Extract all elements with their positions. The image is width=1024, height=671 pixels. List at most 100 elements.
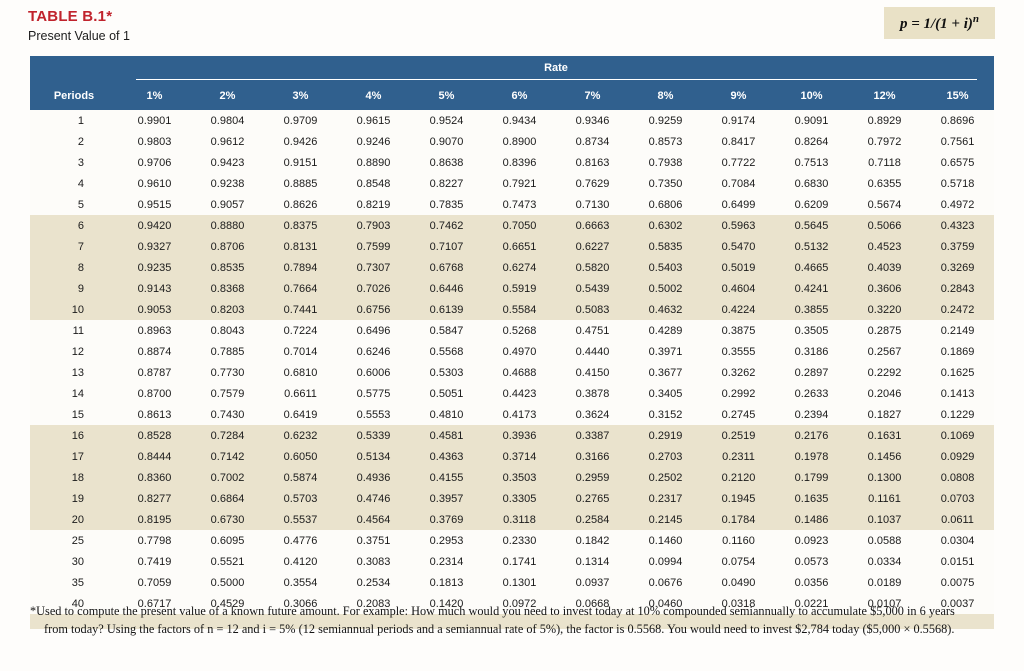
table-row: 19 0.8277 0.6864 0.5703 0.4746 0.3957 0.3305 0.…: [30, 488, 995, 509]
value-cell: 0.8900: [483, 131, 556, 152]
value-cell: 0.6717: [118, 593, 191, 614]
table-row: 10 0.9053 0.8203 0.7441 0.6756 0.6139 0.5584 0.…: [30, 299, 995, 320]
value-cell: 0.8528: [118, 425, 191, 446]
value-cell: 0.7107: [410, 236, 483, 257]
value-cell: 0.6756: [337, 299, 410, 320]
value-cell: 0.7130: [556, 194, 629, 215]
value-cell: 0.2584: [556, 509, 629, 530]
value-cell: 0.7142: [191, 446, 264, 467]
period-cell: 13: [30, 362, 118, 383]
rate-label: Rate: [135, 58, 977, 80]
value-cell: 0.5919: [483, 278, 556, 299]
value-cell: 0.5403: [629, 257, 702, 278]
value-cell: 0.8444: [118, 446, 191, 467]
value-cell: 0.9804: [191, 110, 264, 131]
value-cell: 0.4936: [337, 467, 410, 488]
value-cell: 0.8396: [483, 152, 556, 173]
table-row: 25 0.7798 0.6095 0.4776 0.3751 0.2953 0.2330 0.…: [30, 530, 995, 551]
value-cell: 0.1314: [556, 551, 629, 572]
period-cell: 14: [30, 383, 118, 404]
footnote-line-1: *Used to compute the present value of a …: [30, 604, 955, 618]
rate-column-header: 2%: [191, 81, 264, 110]
value-cell: 0.7903: [337, 215, 410, 236]
value-cell: 0.8219: [337, 194, 410, 215]
value-cell: 0.7002: [191, 467, 264, 488]
value-cell: 0.2843: [921, 278, 995, 299]
value-cell: 0.1069: [921, 425, 995, 446]
value-cell: 0.2919: [629, 425, 702, 446]
table-body: 1 0.9901 0.9804 0.9709 0.9615 0.9524 0.9434 0.9…: [30, 110, 995, 614]
value-cell: 0.7430: [191, 404, 264, 425]
rate-group-row: Rate: [30, 56, 995, 81]
period-cell: 15: [30, 404, 118, 425]
value-cell: 0.0676: [629, 572, 702, 593]
table-title: TABLE B.1*: [28, 8, 113, 25]
value-cell: 0.9246: [337, 131, 410, 152]
value-cell: 0.9524: [410, 110, 483, 131]
value-cell: 0.3269: [921, 257, 995, 278]
period-cell: 35: [30, 572, 118, 593]
value-cell: 0.6575: [921, 152, 995, 173]
value-cell: 0.4323: [921, 215, 995, 236]
value-cell: 0.6139: [410, 299, 483, 320]
period-cell: 2: [30, 131, 118, 152]
period-cell: 1: [30, 110, 118, 131]
value-cell: 0.7722: [702, 152, 775, 173]
value-cell: 0.9151: [264, 152, 337, 173]
value-cell: 0.4039: [848, 257, 921, 278]
value-cell: 0.6830: [775, 173, 848, 194]
value-cell: 0.1625: [921, 362, 995, 383]
value-cell: 0.5718: [921, 173, 995, 194]
value-cell: 0.7629: [556, 173, 629, 194]
value-cell: 0.2534: [337, 572, 410, 593]
table-row: 13 0.8787 0.7730 0.6810 0.6006 0.5303 0.4688 0.…: [30, 362, 995, 383]
value-cell: 0.6810: [264, 362, 337, 383]
value-cell: 0.1420: [410, 593, 483, 614]
value-cell: 0.8548: [337, 173, 410, 194]
value-cell: 0.8880: [191, 215, 264, 236]
period-cell: 4: [30, 173, 118, 194]
period-cell: 11: [30, 320, 118, 341]
value-cell: 0.0107: [848, 593, 921, 614]
value-cell: 0.9238: [191, 173, 264, 194]
table-row: 14 0.8700 0.7579 0.6611 0.5775 0.5051 0.4423 0.…: [30, 383, 995, 404]
value-cell: 0.6806: [629, 194, 702, 215]
value-cell: 0.7026: [337, 278, 410, 299]
value-cell: 0.6050: [264, 446, 337, 467]
period-cell: 8: [30, 257, 118, 278]
value-cell: 0.7224: [264, 320, 337, 341]
value-cell: 0.3624: [556, 404, 629, 425]
value-cell: 0.8734: [556, 131, 629, 152]
table-row: 30 0.7419 0.5521 0.4120 0.3083 0.2314 0.1741 0.…: [30, 551, 995, 572]
footnote-line-2: from today? Using the factors of n = 12 …: [44, 621, 955, 636]
value-cell: 0.2330: [483, 530, 556, 551]
value-cell: 0.1460: [629, 530, 702, 551]
value-cell: 0.9434: [483, 110, 556, 131]
value-cell: 0.7284: [191, 425, 264, 446]
value-cell: 0.3677: [629, 362, 702, 383]
value-cell: 0.2176: [775, 425, 848, 446]
value-cell: 0.3305: [483, 488, 556, 509]
value-cell: 0.9057: [191, 194, 264, 215]
rate-column-header: 9%: [702, 81, 775, 110]
value-cell: 0.2875: [848, 320, 921, 341]
value-cell: 0.8535: [191, 257, 264, 278]
value-cell: 0.4751: [556, 320, 629, 341]
formula-text: p = 1/(1 + i): [899, 16, 973, 32]
value-cell: 0.5303: [410, 362, 483, 383]
value-cell: 0.0754: [702, 551, 775, 572]
value-cell: 0.2703: [629, 446, 702, 467]
value-cell: 0.4604: [702, 278, 775, 299]
column-header-row: Periods 1% 2% 3% 4% 5% 6% 7% 8% 9% 10% 12% 15%: [30, 81, 995, 110]
value-cell: 0.0356: [775, 572, 848, 593]
table-row: 8 0.9235 0.8535 0.7894 0.7307 0.6768 0.6274 0.5…: [30, 257, 995, 278]
period-cell: 6: [30, 215, 118, 236]
value-cell: 0.8131: [264, 236, 337, 257]
value-cell: 0.8227: [410, 173, 483, 194]
value-cell: 0.5439: [556, 278, 629, 299]
value-cell: 0.0972: [483, 593, 556, 614]
value-cell: 0.8277: [118, 488, 191, 509]
value-cell: 0.7084: [702, 173, 775, 194]
value-cell: 0.3957: [410, 488, 483, 509]
value-cell: 0.2633: [775, 383, 848, 404]
